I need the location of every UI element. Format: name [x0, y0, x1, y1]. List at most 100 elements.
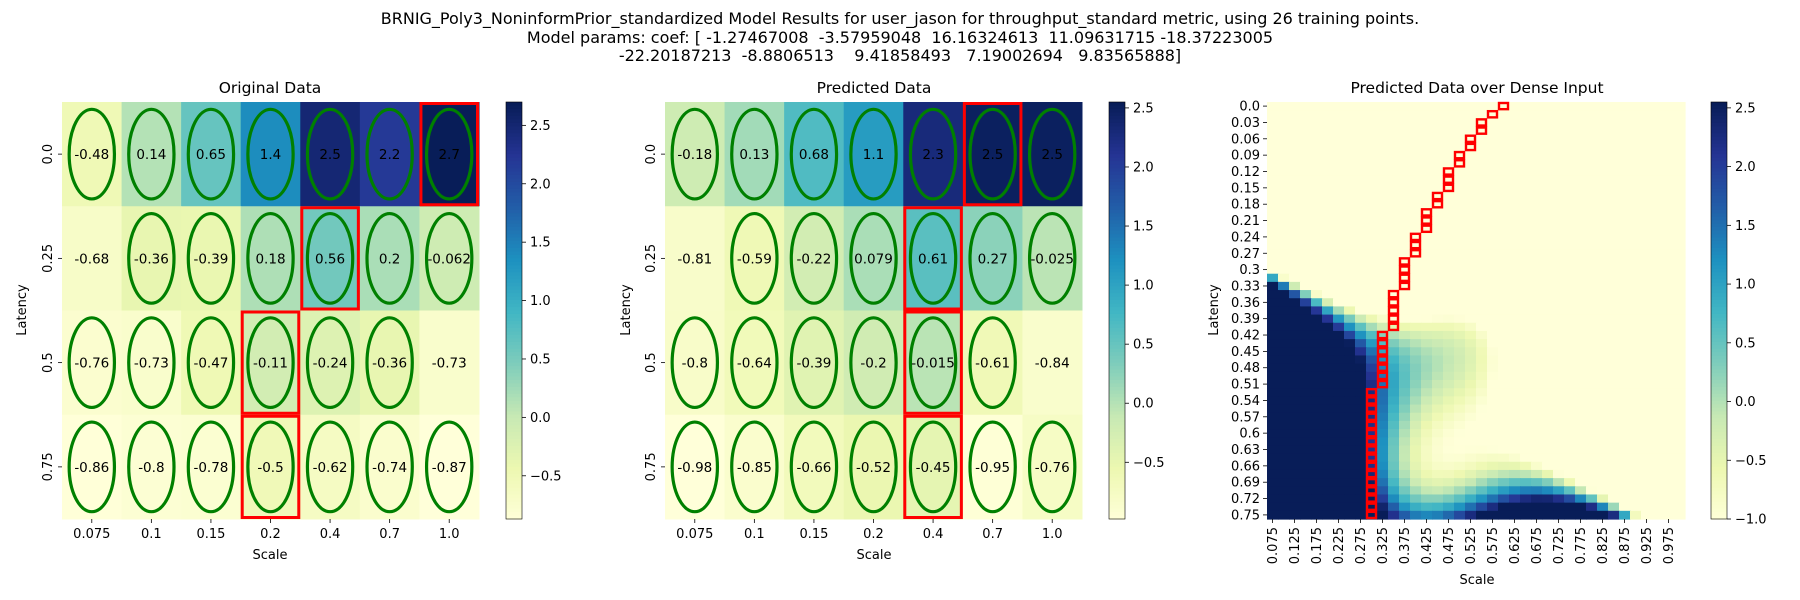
heatmap-cell — [1498, 494, 1510, 504]
heatmap-cell — [1443, 281, 1455, 291]
colorbar-segment — [1109, 185, 1125, 190]
heatmap-cell — [1421, 314, 1433, 324]
heatmap-cell — [1608, 355, 1620, 365]
heatmap-cell — [1278, 486, 1290, 496]
heatmap-cell — [1542, 404, 1554, 414]
heatmap-cell — [1476, 281, 1488, 291]
colorbar-segment — [1711, 505, 1727, 510]
heatmap-cell — [1597, 339, 1609, 348]
heatmap-cell — [1619, 339, 1631, 348]
heatmap-cell — [1454, 298, 1466, 308]
heatmap-cell — [1388, 110, 1400, 119]
heatmap-cell — [1487, 224, 1499, 234]
heatmap-cell — [1355, 142, 1367, 152]
heatmap-cell — [1366, 429, 1378, 438]
heatmap-cell — [1663, 445, 1675, 455]
heatmap-cell — [1487, 371, 1499, 381]
heatmap-cell — [1476, 420, 1488, 430]
x-tick-label: 1.0 — [1042, 527, 1063, 542]
heatmap-cell — [1641, 208, 1653, 218]
heatmap-cell — [1652, 453, 1664, 463]
heatmap-cell — [1465, 183, 1477, 193]
heatmap-cell — [1333, 249, 1345, 258]
cell-label: -0.36 — [134, 251, 169, 267]
colorbar-segment — [506, 348, 522, 353]
heatmap-cell — [1300, 371, 1312, 381]
heatmap-cell — [1432, 330, 1444, 340]
heatmap-cell — [1311, 216, 1323, 226]
heatmap-cell — [1344, 110, 1356, 119]
heatmap-cell — [1454, 363, 1466, 373]
heatmap-cell — [1388, 175, 1400, 185]
heatmap-cell — [1278, 175, 1290, 185]
cell-label: 1.4 — [260, 147, 281, 163]
heatmap-cell — [1487, 290, 1499, 299]
heatmap-cell — [1344, 363, 1356, 373]
best-path-box — [1365, 486, 1378, 495]
heatmap-cell — [1388, 510, 1400, 520]
colorbar-segment — [506, 512, 522, 517]
heatmap-cell — [1355, 502, 1367, 512]
heatmap-cell — [1432, 200, 1444, 209]
heatmap-cell — [1641, 159, 1653, 169]
heatmap-cell — [1311, 363, 1323, 373]
heatmap-cell — [1399, 339, 1411, 348]
x-tick-label: 0.2 — [260, 527, 281, 542]
heatmap-cell — [1476, 380, 1488, 389]
heatmap-cell — [1564, 118, 1576, 128]
heatmap-cell — [1674, 371, 1686, 381]
colorbar-tick-label: 0.0 — [530, 411, 551, 426]
heatmap-cell — [1564, 380, 1576, 389]
heatmap-cell — [1476, 437, 1488, 447]
colorbar-segment — [506, 508, 522, 513]
heatmap-cell — [1487, 453, 1499, 463]
heatmap-cell — [1465, 216, 1477, 226]
heatmap-cell — [1498, 167, 1510, 177]
heatmap-cell — [1542, 208, 1554, 218]
heatmap-cell — [1575, 183, 1587, 193]
heatmap-cell — [1278, 494, 1290, 504]
heatmap-cell — [1586, 502, 1598, 512]
y-tick-label: 0.42 — [1231, 329, 1260, 344]
cell-label: 0.13 — [739, 147, 769, 163]
heatmap-cell — [1630, 191, 1642, 201]
heatmap-cell — [1487, 191, 1499, 201]
heatmap-cell — [1300, 159, 1312, 169]
heatmap-cell — [1311, 110, 1323, 119]
heatmap-cell — [1498, 249, 1510, 258]
heatmap-cell — [1421, 420, 1433, 430]
colorbar-tick-label: 2.5 — [1133, 101, 1154, 116]
heatmap-cell — [1663, 486, 1675, 496]
y-axis-label: Latency — [15, 284, 30, 336]
heatmap-cell — [1443, 118, 1455, 128]
heatmap-cell — [1410, 126, 1422, 136]
colorbar-segment — [1109, 133, 1125, 138]
colorbar-segment — [1711, 234, 1727, 239]
heatmap-cell — [1597, 216, 1609, 226]
heatmap-cell — [1377, 420, 1389, 430]
heatmap-cell — [1399, 306, 1411, 316]
colorbar-segment — [1109, 282, 1125, 287]
heatmap-cell — [1267, 118, 1279, 128]
heatmap-cell — [1399, 142, 1411, 152]
heatmap-cell — [1278, 216, 1290, 226]
heatmap-cell — [1520, 388, 1532, 397]
heatmap-cell — [1564, 330, 1576, 340]
heatmap-cell — [1509, 388, 1521, 397]
circle-marker — [730, 316, 779, 410]
heatmap-cell — [1322, 306, 1334, 316]
heatmap-cell — [1267, 412, 1279, 422]
heatmap-cell — [1498, 461, 1510, 471]
heatmap-cell — [1597, 494, 1609, 504]
heatmap-cell — [1575, 429, 1587, 438]
heatmap-cell — [1311, 126, 1323, 136]
heatmap-cell — [1597, 200, 1609, 209]
colorbar-segment — [506, 268, 522, 273]
heatmap-cell — [1641, 404, 1653, 414]
heatmap-cell — [1564, 510, 1576, 520]
heatmap-cell — [1619, 126, 1631, 136]
heatmap-cell — [1520, 453, 1532, 463]
heatmap-cell — [1652, 396, 1664, 406]
y-tick-label: 0.15 — [1231, 181, 1260, 196]
circle-marker — [730, 420, 779, 514]
